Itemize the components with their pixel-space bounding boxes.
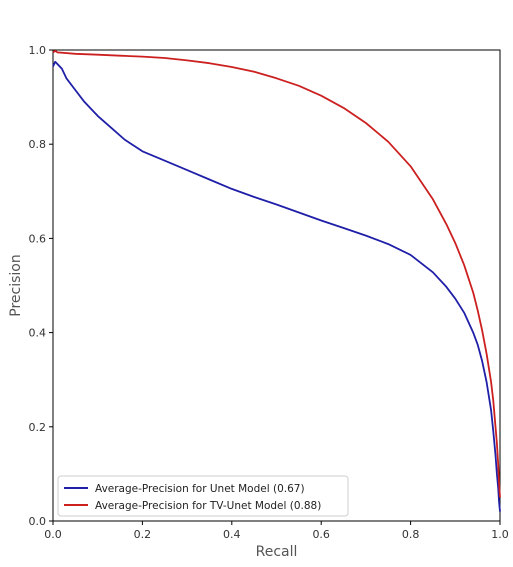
plot-area-frame — [52, 49, 501, 522]
y-axis-ticks: 0.0 0.2 0.4 0.6 0.8 1.0 — [29, 44, 53, 528]
x-tick-label: 0.2 — [134, 528, 152, 541]
legend-entry-unet: Average-Precision for Unet Model (0.67) — [95, 483, 305, 495]
x-axis-label: Recall — [256, 544, 298, 560]
series-line-tv-unet — [52, 50, 501, 498]
x-tick-label: 0.0 — [44, 528, 62, 541]
x-tick-label: 0.6 — [312, 528, 330, 541]
y-tick-label: 0.0 — [29, 515, 47, 528]
y-axis-label: Precision — [8, 254, 24, 316]
y-tick-label: 1.0 — [29, 44, 47, 57]
legend-box — [57, 475, 349, 517]
y-tick-label: 0.6 — [29, 232, 47, 245]
y-tick-label: 0.4 — [29, 327, 47, 340]
legend: Average-Precision for Unet Model (0.67) … — [57, 475, 349, 517]
x-tick-label: 1.0 — [491, 528, 509, 541]
x-tick-label: 0.4 — [223, 528, 241, 541]
y-tick-label: 0.8 — [29, 138, 47, 151]
x-axis-ticks: 0.0 0.2 0.4 0.6 0.8 1.0 — [44, 521, 509, 541]
series-layer — [52, 50, 501, 512]
series-line-unet — [52, 60, 501, 512]
y-tick-label: 0.2 — [29, 421, 47, 434]
legend-entry-tv-unet: Average-Precision for TV-Unet Model (0.8… — [95, 500, 321, 512]
x-tick-label: 0.8 — [402, 528, 420, 541]
